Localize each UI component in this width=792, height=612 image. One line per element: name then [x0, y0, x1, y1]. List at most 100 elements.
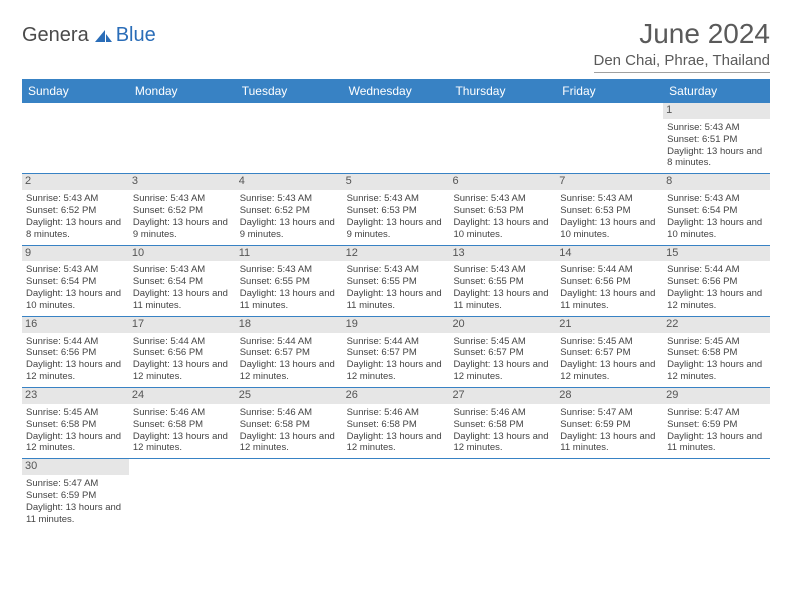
day-number: 27	[449, 388, 556, 404]
calendar-cell: 6Sunrise: 5:43 AMSunset: 6:53 PMDaylight…	[449, 174, 556, 244]
day-number: 23	[22, 388, 129, 404]
calendar-cell	[449, 459, 556, 529]
calendar-cell: 16 Sunrise: 5:44 AMSunset: 6:56 PMDayligh…	[22, 317, 129, 387]
day-details: Sunrise: 5:43 AMSunset: 6:55 PMDaylight:…	[453, 264, 552, 312]
day-details: Sunrise: 5:47 AMSunset: 6:59 PMDaylight:…	[560, 407, 659, 455]
logo-text-part1: Genera	[22, 24, 89, 47]
calendar-cell: 1 Sunrise: 5:43 AMSunset: 6:51 PMDaylight…	[663, 103, 770, 173]
day-number: 29	[663, 388, 770, 404]
weekday-header: Saturday	[663, 79, 770, 103]
day-details: Sunrise: 5:43 AMSunset: 6:53 PMDaylight:…	[347, 193, 446, 241]
calendar-cell: 29 Sunrise: 5:47 AMSunset: 6:59 PMDayligh…	[663, 388, 770, 458]
day-number: 8	[663, 174, 770, 190]
day-details: Sunrise: 5:44 AMSunset: 6:56 PMDaylight:…	[560, 264, 659, 312]
calendar-cell: 10 Sunrise: 5:43 AMSunset: 6:54 PMDayligh…	[129, 246, 236, 316]
day-number: 17	[129, 317, 236, 333]
calendar-body: 1 Sunrise: 5:43 AMSunset: 6:51 PMDaylight…	[22, 103, 770, 530]
day-details: Sunrise: 5:45 AMSunset: 6:58 PMDaylight:…	[667, 336, 766, 384]
day-details: Sunrise: 5:46 AMSunset: 6:58 PMDaylight:…	[347, 407, 446, 455]
day-details: Sunrise: 5:43 AMSunset: 6:51 PMDaylight:…	[667, 122, 766, 170]
calendar-cell: 8 Sunrise: 5:43 AMSunset: 6:54 PMDaylight…	[663, 174, 770, 244]
day-number: 26	[343, 388, 450, 404]
day-number: 7	[556, 174, 663, 190]
calendar: SundayMondayTuesdayWednesdayThursdayFrid…	[22, 79, 770, 530]
day-details: Sunrise: 5:44 AMSunset: 6:57 PMDaylight:…	[240, 336, 339, 384]
calendar-cell: 30 Sunrise: 5:47 AMSunset: 6:59 PMDayligh…	[22, 459, 129, 529]
day-number: 9	[22, 246, 129, 262]
day-number: 13	[449, 246, 556, 262]
header-row: Genera Blue June 2024 Den Chai, Phrae, T…	[22, 18, 770, 73]
weekday-header: Sunday	[22, 79, 129, 103]
day-number: 16	[22, 317, 129, 333]
calendar-cell: 12Sunrise: 5:43 AMSunset: 6:55 PMDayligh…	[343, 246, 450, 316]
calendar-row: 23 Sunrise: 5:45 AMSunset: 6:58 PMDayligh…	[22, 388, 770, 459]
calendar-row: 1 Sunrise: 5:43 AMSunset: 6:51 PMDaylight…	[22, 103, 770, 174]
day-details: Sunrise: 5:43 AMSunset: 6:53 PMDaylight:…	[560, 193, 659, 241]
calendar-cell: 19Sunrise: 5:44 AMSunset: 6:57 PMDayligh…	[343, 317, 450, 387]
calendar-cell	[343, 103, 450, 173]
calendar-cell: 25 Sunrise: 5:46 AMSunset: 6:58 PMDayligh…	[236, 388, 343, 458]
day-number: 1	[663, 103, 770, 119]
day-details: Sunrise: 5:43 AMSunset: 6:54 PMDaylight:…	[26, 264, 125, 312]
calendar-cell: 27 Sunrise: 5:46 AMSunset: 6:58 PMDayligh…	[449, 388, 556, 458]
calendar-cell: 3 Sunrise: 5:43 AMSunset: 6:52 PMDaylight…	[129, 174, 236, 244]
calendar-cell: 18Sunrise: 5:44 AMSunset: 6:57 PMDayligh…	[236, 317, 343, 387]
day-details: Sunrise: 5:44 AMSunset: 6:56 PMDaylight:…	[26, 336, 125, 384]
calendar-cell: 5Sunrise: 5:43 AMSunset: 6:53 PMDaylight…	[343, 174, 450, 244]
day-number: 2	[22, 174, 129, 190]
calendar-row: 30 Sunrise: 5:47 AMSunset: 6:59 PMDayligh…	[22, 459, 770, 529]
location-text: Den Chai, Phrae, Thailand	[594, 52, 771, 73]
weekday-header: Wednesday	[343, 79, 450, 103]
logo-sail-icon	[93, 28, 113, 44]
day-number: 14	[556, 246, 663, 262]
month-title: June 2024	[594, 18, 771, 50]
calendar-cell: 14 Sunrise: 5:44 AMSunset: 6:56 PMDayligh…	[556, 246, 663, 316]
day-details: Sunrise: 5:44 AMSunset: 6:56 PMDaylight:…	[133, 336, 232, 384]
calendar-cell: 7 Sunrise: 5:43 AMSunset: 6:53 PMDaylight…	[556, 174, 663, 244]
day-number: 10	[129, 246, 236, 262]
day-details: Sunrise: 5:43 AMSunset: 6:54 PMDaylight:…	[133, 264, 232, 312]
calendar-cell: 2 Sunrise: 5:43 AMSunset: 6:52 PMDaylight…	[22, 174, 129, 244]
day-details: Sunrise: 5:43 AMSunset: 6:52 PMDaylight:…	[133, 193, 232, 241]
calendar-cell: 20Sunrise: 5:45 AMSunset: 6:57 PMDayligh…	[449, 317, 556, 387]
weekday-header-row: SundayMondayTuesdayWednesdayThursdayFrid…	[22, 79, 770, 103]
calendar-cell: 28Sunrise: 5:47 AMSunset: 6:59 PMDayligh…	[556, 388, 663, 458]
calendar-cell: 22 Sunrise: 5:45 AMSunset: 6:58 PMDayligh…	[663, 317, 770, 387]
day-details: Sunrise: 5:46 AMSunset: 6:58 PMDaylight:…	[240, 407, 339, 455]
calendar-cell	[556, 459, 663, 529]
day-number: 30	[22, 459, 129, 475]
day-details: Sunrise: 5:43 AMSunset: 6:52 PMDaylight:…	[26, 193, 125, 241]
calendar-page: Genera Blue June 2024 Den Chai, Phrae, T…	[0, 0, 792, 548]
day-details: Sunrise: 5:43 AMSunset: 6:54 PMDaylight:…	[667, 193, 766, 241]
calendar-cell	[236, 459, 343, 529]
calendar-cell: 11Sunrise: 5:43 AMSunset: 6:55 PMDayligh…	[236, 246, 343, 316]
calendar-row: 9Sunrise: 5:43 AMSunset: 6:54 PMDaylight…	[22, 246, 770, 317]
calendar-cell: 23 Sunrise: 5:45 AMSunset: 6:58 PMDayligh…	[22, 388, 129, 458]
day-number: 20	[449, 317, 556, 333]
day-details: Sunrise: 5:47 AMSunset: 6:59 PMDaylight:…	[667, 407, 766, 455]
calendar-cell: 15Sunrise: 5:44 AMSunset: 6:56 PMDayligh…	[663, 246, 770, 316]
day-number: 3	[129, 174, 236, 190]
weekday-header: Monday	[129, 79, 236, 103]
day-number: 21	[556, 317, 663, 333]
day-details: Sunrise: 5:46 AMSunset: 6:58 PMDaylight:…	[453, 407, 552, 455]
day-details: Sunrise: 5:45 AMSunset: 6:58 PMDaylight:…	[26, 407, 125, 455]
weekday-header: Tuesday	[236, 79, 343, 103]
calendar-cell	[556, 103, 663, 173]
day-number: 22	[663, 317, 770, 333]
day-number: 25	[236, 388, 343, 404]
title-block: June 2024 Den Chai, Phrae, Thailand	[594, 18, 771, 73]
calendar-cell: 24Sunrise: 5:46 AMSunset: 6:58 PMDayligh…	[129, 388, 236, 458]
logo: Genera Blue	[22, 24, 156, 47]
calendar-cell: 4Sunrise: 5:43 AMSunset: 6:52 PMDaylight…	[236, 174, 343, 244]
day-details: Sunrise: 5:43 AMSunset: 6:55 PMDaylight:…	[240, 264, 339, 312]
weekday-header: Thursday	[449, 79, 556, 103]
calendar-cell	[236, 103, 343, 173]
calendar-cell: 17 Sunrise: 5:44 AMSunset: 6:56 PMDayligh…	[129, 317, 236, 387]
calendar-cell	[663, 459, 770, 529]
day-details: Sunrise: 5:47 AMSunset: 6:59 PMDaylight:…	[26, 478, 125, 526]
day-details: Sunrise: 5:44 AMSunset: 6:56 PMDaylight:…	[667, 264, 766, 312]
calendar-cell	[22, 103, 129, 173]
day-details: Sunrise: 5:46 AMSunset: 6:58 PMDaylight:…	[133, 407, 232, 455]
day-details: Sunrise: 5:44 AMSunset: 6:57 PMDaylight:…	[347, 336, 446, 384]
